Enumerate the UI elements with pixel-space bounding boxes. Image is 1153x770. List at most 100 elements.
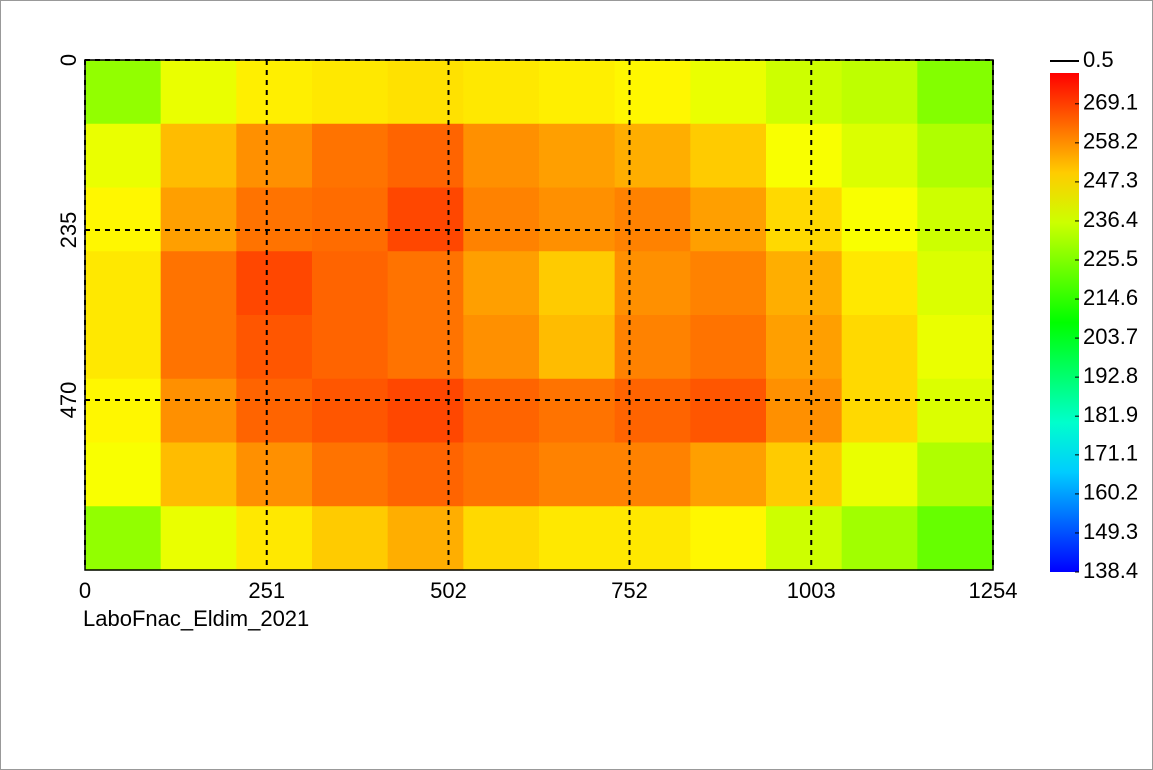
heatmap-cell — [766, 378, 843, 444]
heatmap-cell — [160, 378, 237, 444]
x-tick-label: 251 — [248, 578, 285, 603]
heatmap-cell — [85, 378, 162, 444]
colorbar-tick-label: 192.8 — [1083, 363, 1138, 388]
heatmap-cell — [614, 315, 691, 380]
heatmap-cell — [539, 378, 616, 444]
heatmap-cell — [917, 251, 994, 316]
heatmap-cell — [312, 315, 389, 380]
x-tick-label: 752 — [611, 578, 648, 603]
heatmap-cell — [690, 378, 767, 444]
heatmap-cell — [160, 60, 237, 125]
heatmap-cell — [312, 442, 389, 507]
heatmap-cell — [841, 378, 918, 444]
heatmap-cell — [690, 187, 767, 252]
heatmap-cell — [917, 315, 994, 380]
colorbar-tick-label: 138.4 — [1083, 558, 1138, 583]
heatmap-cell — [85, 60, 162, 125]
heatmap-cell — [766, 251, 843, 316]
heatmap-cell — [85, 187, 162, 252]
heatmap-cell — [841, 187, 918, 252]
colorbar-tick-label: 160.2 — [1083, 480, 1138, 505]
heatmap-cell — [841, 442, 918, 507]
heatmap-cell — [160, 251, 237, 316]
y-tick-label: 470 — [56, 382, 81, 419]
heatmap-cell — [766, 442, 843, 507]
colorbar-tick-label: 203.7 — [1083, 324, 1138, 349]
heatmap-cell — [312, 60, 389, 125]
heatmap-cell — [387, 378, 464, 444]
colorbar-tick-label: 214.6 — [1083, 285, 1138, 310]
heatmap-cell — [766, 187, 843, 252]
heatmap-cell — [236, 187, 313, 252]
heatmap-cell — [387, 315, 464, 380]
heatmap-cell — [766, 123, 843, 189]
heatmap-cell — [539, 187, 616, 252]
heatmap-cell — [917, 442, 994, 507]
heatmap-cell — [614, 123, 691, 189]
colorbar-tick-label: 247.3 — [1083, 168, 1138, 193]
heatmap-cell — [160, 123, 237, 189]
heatmap-cell — [917, 187, 994, 252]
heatmap-cell — [387, 506, 464, 571]
x-tick-label: 502 — [430, 578, 467, 603]
heatmap-cell — [463, 442, 540, 507]
heatmap-cell — [841, 506, 918, 571]
heatmap-cell — [463, 187, 540, 252]
heatmap-cell — [690, 123, 767, 189]
heatmap-cell — [387, 187, 464, 252]
heatmap-cell — [841, 315, 918, 380]
heatmap-cell — [690, 442, 767, 507]
heatmap-cell — [463, 506, 540, 571]
heatmap-cell — [236, 315, 313, 380]
heatmap-cell — [690, 315, 767, 380]
heatmap-cell — [312, 506, 389, 571]
x-tick-label: 1254 — [969, 578, 1018, 603]
y-tick-label: 0 — [56, 54, 81, 66]
colorbar-top-label: 0.5 — [1083, 47, 1114, 72]
heatmap-cell — [160, 187, 237, 252]
heatmap-cell — [766, 506, 843, 571]
heatmap-cell — [614, 378, 691, 444]
heatmap-cell — [690, 506, 767, 571]
heatmap-cell — [690, 251, 767, 316]
heatmap-cell — [841, 251, 918, 316]
heatmap-cell — [312, 187, 389, 252]
colorbar-tick-label: 171.1 — [1083, 441, 1138, 466]
heatmap-cell — [236, 378, 313, 444]
heatmap-cell — [841, 60, 918, 125]
colorbar-tick-label: 225.5 — [1083, 246, 1138, 271]
heatmap-cell — [85, 251, 162, 316]
heatmap-cell — [539, 442, 616, 507]
heatmap-cell — [539, 315, 616, 380]
heatmap-cell — [614, 187, 691, 252]
heatmap-cell — [463, 251, 540, 316]
colorbar-tick-label: 149.3 — [1083, 519, 1138, 544]
heatmap-cell — [614, 506, 691, 571]
heatmap-cell — [85, 442, 162, 507]
heatmap-cell — [312, 251, 389, 316]
heatmap-cell — [160, 506, 237, 571]
colorbar-tick-label: 258.2 — [1083, 129, 1138, 154]
heatmap-cell — [236, 442, 313, 507]
heatmap-cell — [463, 60, 540, 125]
heatmap-cell — [387, 60, 464, 125]
heatmap-cell — [539, 123, 616, 189]
caption: LaboFnac_Eldim_2021 — [83, 606, 309, 631]
heatmap-cell — [387, 251, 464, 316]
x-tick-label: 1003 — [787, 578, 836, 603]
heatmap-cell — [539, 60, 616, 125]
heatmap-cell — [766, 315, 843, 380]
heatmap-cell — [917, 378, 994, 444]
heatmap-cell — [917, 60, 994, 125]
heatmap-cell — [463, 315, 540, 380]
heatmap-cell — [236, 251, 313, 316]
colorbar-tick-label: 181.9 — [1083, 402, 1138, 427]
heatmap-cell — [387, 442, 464, 507]
heatmap-cell — [387, 123, 464, 189]
y-tick-label: 235 — [56, 212, 81, 249]
heatmap-cell — [841, 123, 918, 189]
heatmap-cell — [539, 506, 616, 571]
x-tick-label: 0 — [79, 578, 91, 603]
heatmap-cell — [236, 506, 313, 571]
heatmap-cell — [160, 442, 237, 507]
